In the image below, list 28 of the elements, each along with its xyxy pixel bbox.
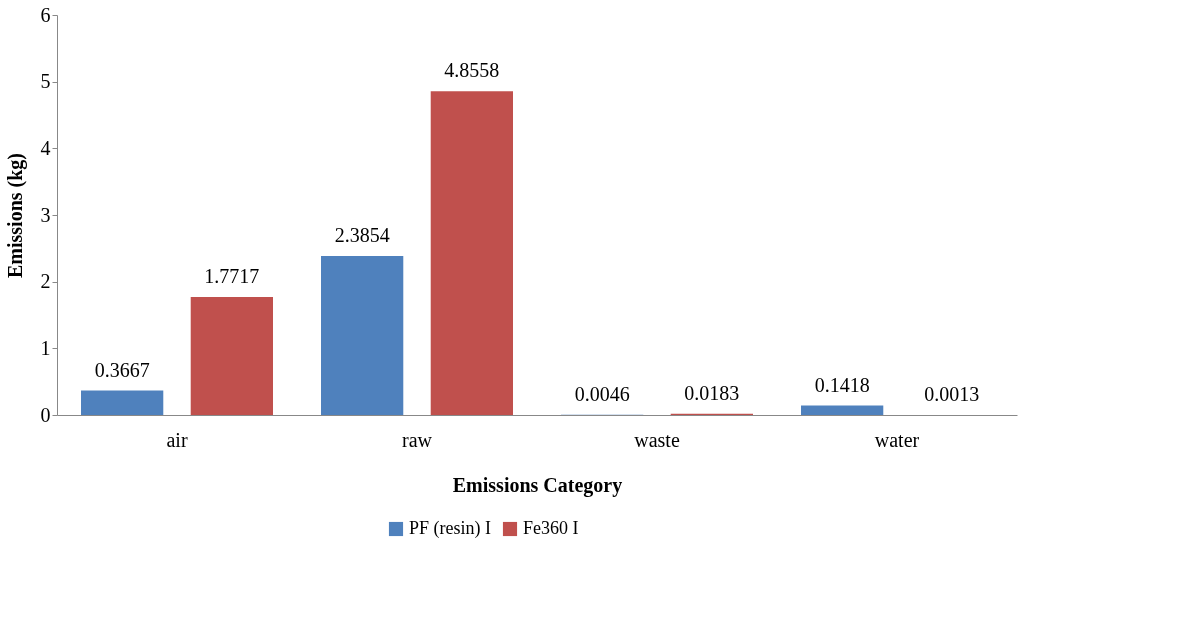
x-tick-label: raw <box>402 428 433 451</box>
legend-label: Fe360 I <box>523 518 579 538</box>
data-label: 1.7717 <box>204 264 260 287</box>
data-label: 0.3667 <box>94 358 150 381</box>
y-tick-label: 1 <box>40 336 51 359</box>
y-tick-label: 4 <box>40 136 51 159</box>
y-tick-label: 3 <box>40 203 51 226</box>
x-axis-title: Emissions Category <box>452 473 623 497</box>
data-label: 0.0183 <box>684 381 740 404</box>
legend-label: PF (resin) I <box>409 518 491 539</box>
bar <box>801 405 884 415</box>
x-tick-label: air <box>166 428 188 451</box>
bar <box>190 296 273 415</box>
y-tick-label: 0 <box>40 403 51 426</box>
y-tick-label: 6 <box>40 3 51 26</box>
y-tick-label: 5 <box>40 70 51 93</box>
x-tick-label: waste <box>634 428 680 451</box>
data-label: 4.8558 <box>444 59 500 82</box>
data-label: 0.1418 <box>814 373 870 396</box>
y-tick-label: 2 <box>40 270 51 293</box>
bar <box>321 255 404 415</box>
data-label: 0.0013 <box>924 382 980 405</box>
bar <box>430 91 513 415</box>
y-axis-title: Emissions (kg) <box>3 152 27 279</box>
bar <box>81 390 164 415</box>
x-tick-label: water <box>874 428 920 451</box>
data-label: 2.3854 <box>334 223 390 246</box>
data-label: 0.0046 <box>574 382 630 405</box>
